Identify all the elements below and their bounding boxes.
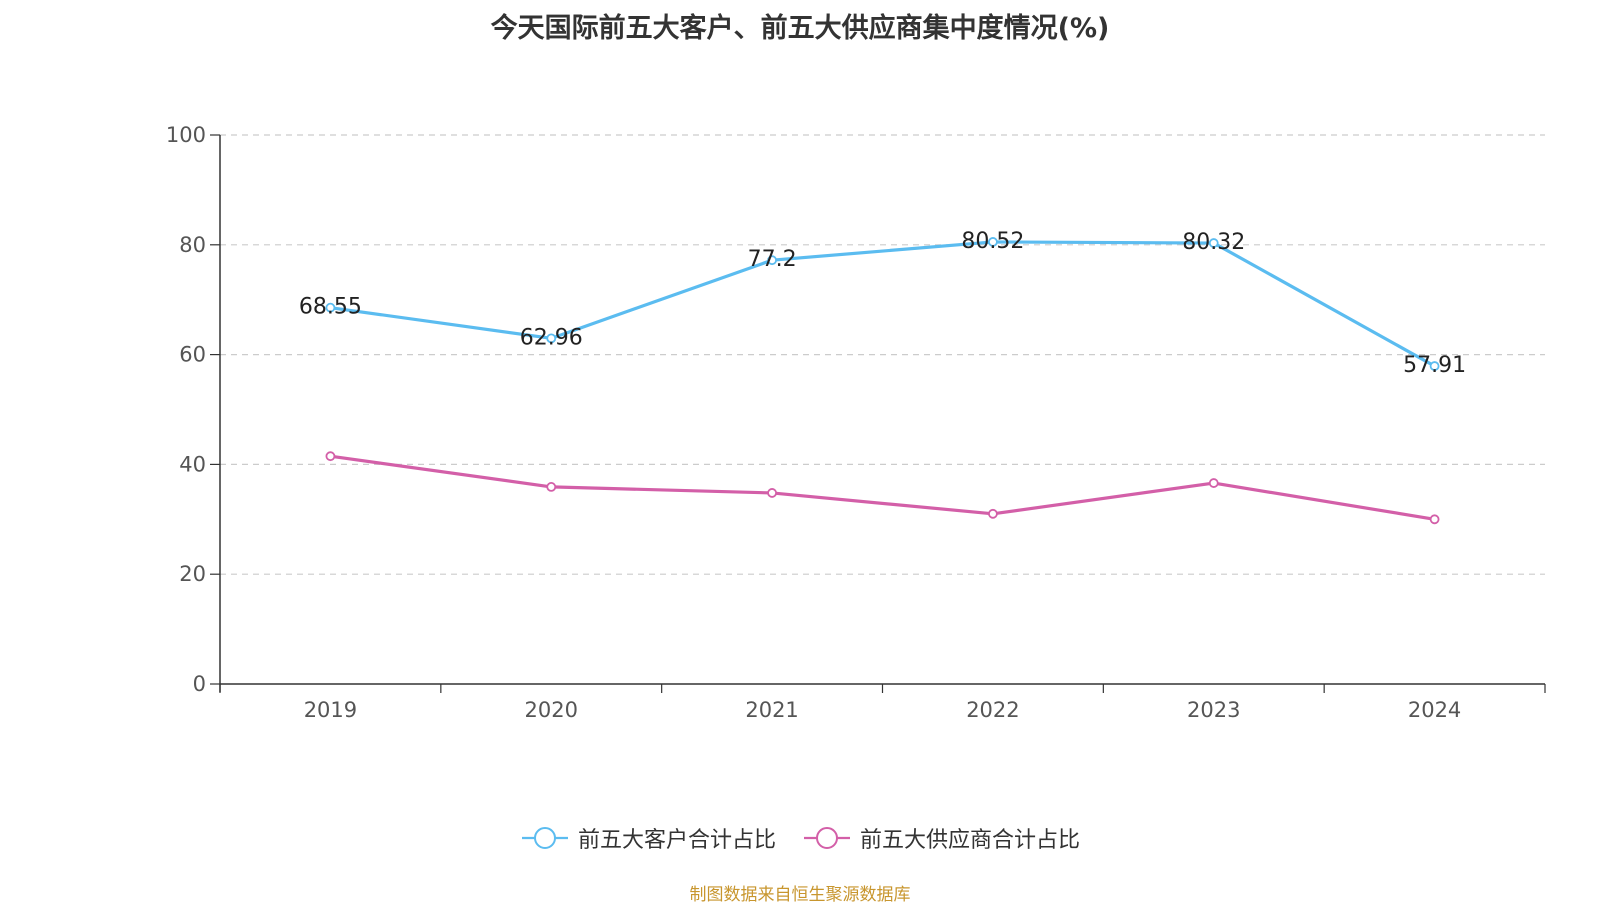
axes: 0 20 40 60 80 100 2019 2020 2021 2022 2023 2024 [166, 123, 1546, 722]
y-tick-label: 60 [179, 343, 206, 367]
y-tick-label: 80 [179, 233, 206, 257]
data-point [988, 237, 998, 247]
data-point [988, 508, 998, 519]
data-labels: 68.55 62.96 77.2 80.52 80.32 57.91 [299, 229, 1466, 378]
y-tick-label: 20 [179, 562, 206, 586]
source-note: 制图数据来自恒生聚源数据库 [689, 885, 911, 905]
series [325, 237, 1440, 525]
data-point [767, 488, 777, 498]
x-tick-label: 2022 [966, 698, 1019, 722]
data-point [1208, 238, 1219, 248]
x-tick-label: 2020 [525, 698, 578, 722]
x-tick-label: 2019 [304, 698, 357, 722]
y-tick-label: 100 [166, 123, 206, 147]
data-label: 57.91 [1403, 353, 1466, 378]
legend-swatch-icon [804, 827, 850, 849]
legend-item-0[interactable]: 前五大客户合计占比 [520, 822, 776, 854]
data-point [325, 451, 336, 462]
data-point [1429, 514, 1440, 525]
legend: 前五大客户合计占比 前五大供应商合计占比 [0, 822, 1600, 854]
data-point [546, 482, 557, 492]
legend-label: 前五大客户合计占比 [577, 828, 776, 853]
legend-item-1[interactable]: 前五大供应商合计占比 [802, 822, 1080, 854]
chart-title: 今天国际前五大客户、前五大供应商集中度情况(%) [490, 13, 1110, 44]
x-tick-label: 2024 [1408, 698, 1461, 722]
data-label: 77.2 [748, 247, 797, 272]
legend-swatch-marker [533, 827, 556, 849]
data-label: 62.96 [520, 325, 583, 350]
legend-label: 前五大供应商合计占比 [860, 828, 1081, 853]
grid-lines [220, 134, 1545, 575]
data-point [767, 255, 777, 266]
data-point [1208, 478, 1219, 488]
data-label: 80.32 [1182, 230, 1245, 255]
data-label: 80.52 [961, 229, 1024, 254]
x-tick-label: 2021 [745, 698, 798, 722]
series-line-0 [330, 240, 1436, 368]
data-label: 68.55 [299, 295, 362, 320]
legend-swatch-marker [816, 827, 838, 849]
y-tick-label: 0 [193, 672, 206, 696]
data-point [546, 333, 557, 344]
legend-swatch-icon [521, 827, 568, 849]
data-point [1429, 361, 1440, 371]
data-point [325, 302, 336, 313]
y-tick-label: 40 [179, 452, 206, 476]
series-line-1 [330, 454, 1435, 521]
x-tick-label: 2023 [1187, 698, 1240, 722]
